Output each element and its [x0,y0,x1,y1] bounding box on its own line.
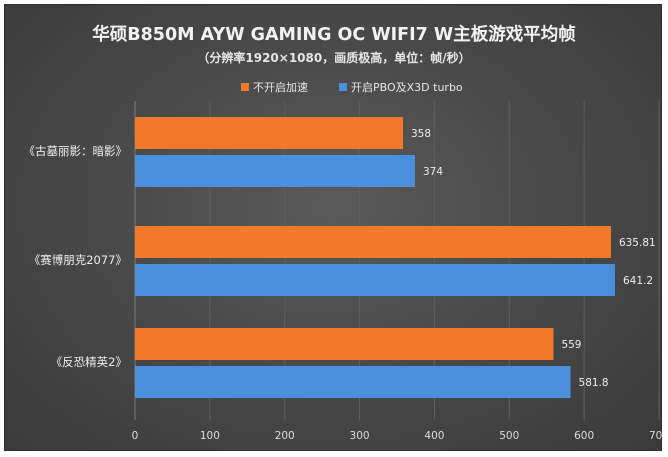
bar-chart: 华硕B850M AYW GAMING OC WIFI7 W主板游戏平均帧 （分辨… [24,24,664,442]
legend: 不开启加速 开启PBO及X3D turbo [241,81,463,94]
value-labels: 358 374 635.81 641.2 559 581.8 [411,128,656,389]
x-tick-label: 200 [275,430,295,442]
bar-value-label: 635.81 [619,237,656,249]
chart-subtitle: （分辨率1920×1080，画质极高，单位：帧/秒） [197,50,470,65]
bar [135,366,571,398]
bar [135,155,415,187]
category-label: 《古墓丽影：暗影》 [24,144,128,158]
chart-title: 华硕B850M AYW GAMING OC WIFI7 W主板游戏平均帧 [92,24,576,45]
bar-value-label: 374 [423,166,443,178]
x-tick-label: 100 [200,430,220,442]
bar [135,264,615,296]
x-tick-label: 600 [574,430,594,442]
bar-value-label: 641.2 [623,275,653,287]
x-tick-label: 500 [499,430,519,442]
x-tick-label: 300 [350,430,370,442]
category-label: 《赛博朋克2077》 [29,253,127,267]
bars [135,117,615,398]
x-tick-label: 400 [424,430,444,442]
x-tick-label: 700 [649,430,663,442]
bar [135,117,403,149]
legend-label: 不开启加速 [253,81,308,94]
legend-label: 开启PBO及X3D turbo [351,81,463,94]
legend-swatch [241,83,249,91]
gridlines [134,101,660,420]
bar-value-label: 559 [561,339,581,351]
x-tick-label: 0 [132,430,139,442]
bar-value-label: 581.8 [579,377,609,389]
legend-swatch [339,83,347,91]
bar [135,328,554,360]
bar [135,226,611,258]
x-axis-ticks: 0 100 200 300 400 500 600 700 [132,430,663,442]
category-labels: 《古墓丽影：暗影》《赛博朋克2077》《反恐精英2》 [24,144,128,369]
bar-value-label: 358 [411,128,431,140]
chart-panel: 华硕B850M AYW GAMING OC WIFI7 W主板游戏平均帧 （分辨… [4,4,664,451]
category-label: 《反恐精英2》 [51,355,127,369]
